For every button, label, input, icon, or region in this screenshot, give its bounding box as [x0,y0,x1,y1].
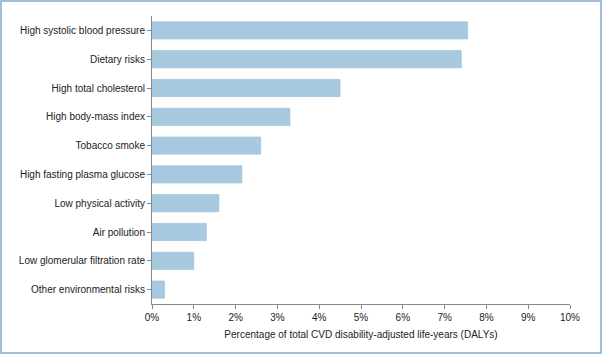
svg-text:High systolic blood pressure: High systolic blood pressure [20,25,145,36]
svg-text:Low physical activity: Low physical activity [54,198,145,209]
svg-text:3%: 3% [270,312,285,323]
svg-text:8%: 8% [479,312,494,323]
svg-text:Percentage of total CVD disabi: Percentage of total CVD disability-adjus… [224,329,497,340]
svg-text:10%: 10% [560,312,580,323]
svg-text:High fasting plasma glucose: High fasting plasma glucose [20,169,146,180]
svg-text:Dietary risks: Dietary risks [90,54,145,65]
svg-text:Other environmental risks: Other environmental risks [31,284,145,295]
svg-text:Air pollution: Air pollution [93,227,145,238]
svg-text:Low glomerular filtration rate: Low glomerular filtration rate [19,255,146,266]
svg-text:6%: 6% [396,312,411,323]
svg-text:4%: 4% [312,312,327,323]
svg-text:High total cholesterol: High total cholesterol [52,83,145,94]
svg-text:1%: 1% [187,312,202,323]
svg-text:5%: 5% [354,312,369,323]
svg-text:7%: 7% [437,312,452,323]
svg-text:9%: 9% [521,312,536,323]
svg-text:Tobacco smoke: Tobacco smoke [76,140,146,151]
svg-text:0%: 0% [145,312,160,323]
svg-text:2%: 2% [228,312,243,323]
svg-text:High body-mass index: High body-mass index [46,111,145,122]
